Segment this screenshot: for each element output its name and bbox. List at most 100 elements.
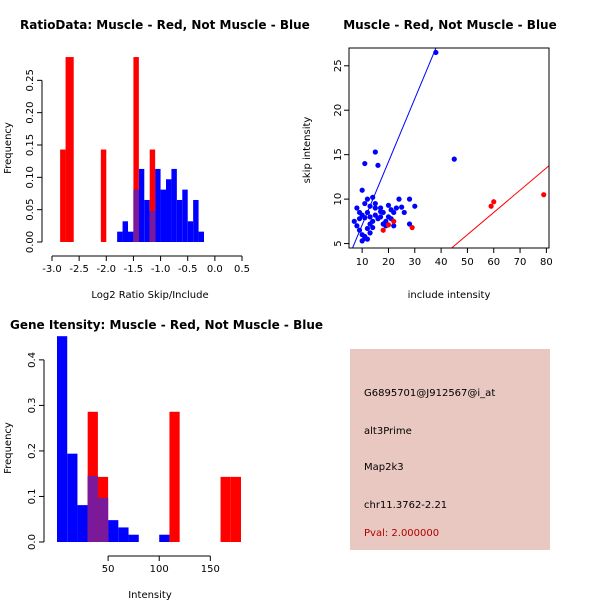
scatter-point-not-muscle-5 [359, 187, 365, 193]
scatter-point-muscle-4 [491, 199, 497, 205]
scatter-point-not-muscle-35 [367, 230, 373, 236]
ratio-bar-muscle-2 [100, 149, 107, 242]
ratio-x-tick-label-3: -1.5 [124, 264, 144, 275]
ratio-bar-not-muscle-14 [193, 199, 199, 242]
intensity-bar-muscle-4 [230, 476, 241, 542]
ratio-y-tick-label-0: 0.00 [25, 231, 36, 253]
event-type-text: alt3Prime [364, 426, 412, 437]
scatter-point-not-muscle-6 [364, 196, 371, 202]
intensity-y-tick-label-4: 0.4 [27, 352, 38, 368]
ratio-histogram-title: RatioData: Muscle - Red, Not Muscle - Bl… [20, 18, 310, 32]
probe-id-text: G6895701@J912567@i_at [364, 388, 495, 399]
scatter-point-not-muscle-11 [385, 202, 392, 208]
scatter-point-not-muscle-9 [377, 205, 384, 211]
intensity-bar-not-muscle-6 [118, 527, 129, 542]
intensity-x-tick-label-1: 100 [150, 564, 169, 575]
ratio-bar-not-muscle-11 [176, 199, 183, 242]
scatter-point-not-muscle-4 [375, 162, 381, 168]
ratio-bar-not-muscle-2 [128, 231, 134, 242]
scatter-xlabel: include intensity [408, 290, 491, 301]
scatter-plot-frame [348, 47, 550, 249]
scatter-point-muscle-2 [409, 224, 415, 231]
ratio-bar-muscle-1 [65, 57, 74, 243]
scatter-point-not-muscle-52 [383, 218, 389, 224]
ratio-y-tick-label-3: 0.15 [25, 134, 36, 156]
scatter-point-not-muscle-26 [377, 214, 384, 220]
scatter-point-not-muscle-0 [433, 49, 439, 56]
scatter-point-not-muscle-38 [362, 235, 368, 241]
scatter-point-not-muscle-20 [362, 215, 368, 221]
ratio-x-tick-label-6: 0.0 [207, 264, 223, 275]
scatter-point-not-muscle-30 [354, 223, 360, 229]
scatter-y-tick-label-3: 20 [333, 104, 344, 117]
scatter-point-not-muscle-49 [367, 203, 373, 209]
scatter-point-not-muscle-17 [354, 205, 360, 211]
scatter-point-muscle-0 [385, 222, 392, 228]
scatter-point-muscle-1 [380, 227, 386, 233]
ratio-x-tick-label-1: -2.5 [69, 264, 89, 275]
intensity-bar-not-muscle-0 [57, 336, 68, 542]
scatter-point-not-muscle-22 [367, 214, 373, 220]
intensity-bar-muscle-3 [220, 476, 231, 542]
intensity-y-tick-label-0: 0.0 [27, 534, 38, 550]
ratio-bar-not-muscle-15 [198, 231, 204, 242]
ratio-x-tick-label-0: -3.0 [42, 264, 62, 275]
ratio-bar-not-muscle-5 [144, 199, 150, 242]
scatter-x-tick-label-1: 20 [382, 257, 395, 268]
scatter-point-not-muscle-21 [364, 209, 371, 216]
scatter-point-not-muscle-46 [351, 218, 357, 224]
scatter-point-muscle-5 [541, 192, 547, 198]
scatter-point-not-muscle-16 [399, 204, 405, 210]
intensity-bar-not-muscle-5 [108, 520, 119, 542]
scatter-point-not-muscle-3 [372, 149, 378, 155]
scatter-x-tick-label-3: 40 [435, 257, 448, 268]
ratio-bar-not-muscle-9 [166, 179, 172, 242]
scatter-fit-lines [351, 48, 549, 248]
scatter-point-not-muscle-47 [356, 216, 363, 222]
gene-intensity-xlabel: Intensity [128, 590, 172, 600]
scatter-point-not-muscle-31 [356, 227, 363, 233]
scatter-x-tick-label-2: 30 [408, 257, 421, 268]
ratio-bar-not-muscle-8 [160, 189, 166, 242]
intensity-bar-overlap-0 [87, 475, 98, 542]
scatter-title: Muscle - Red, Not Muscle - Blue [343, 18, 557, 32]
scatter-point-not-muscle-36 [370, 224, 376, 231]
intensity-x-tick-label-0: 50 [102, 564, 115, 575]
scatter-x-tick-label-5: 60 [487, 257, 500, 268]
scatter-point-muscle-6 [391, 218, 397, 224]
scatter-y-tick-label-0: 5 [333, 240, 344, 246]
scatter-point-not-muscle-48 [362, 200, 368, 207]
ratio-x-tick-label-4: -1.0 [151, 264, 171, 275]
scatter-x-tick-label-7: 80 [540, 257, 553, 268]
gene-intensity-histogram-panel: Gene Itensity: Muscle - Red, Not Muscle … [3, 318, 323, 600]
scatter-axes: 10 20 30 40 50 60 70 80 5 10 15 20 25 [333, 47, 553, 268]
gene-intensity-ylabel: Frequency [3, 422, 14, 474]
ratio-y-tick-label-4: 0.20 [25, 102, 36, 124]
intensity-y-tick-label-2: 0.2 [27, 443, 38, 459]
intensity-y-tick-label-3: 0.3 [27, 397, 38, 413]
ratio-bar-not-muscle-12 [182, 189, 188, 242]
scatter-point-not-muscle-8 [372, 200, 378, 207]
scatter-fit-line-not-muscle [351, 48, 437, 248]
info-panel: G6895701@J912567@i_at alt3Prime Map2k3 c… [350, 349, 550, 550]
scatter-point-not-muscle-7 [370, 194, 376, 200]
scatter-plot-area [351, 48, 549, 248]
ratio-x-tick-label-7: 0.5 [234, 264, 250, 275]
scatter-x-tick-label-4: 50 [461, 257, 474, 268]
scatter-point-not-muscle-50 [372, 205, 378, 211]
scatter-point-not-muscle-14 [393, 205, 399, 211]
scatter-y-tick-label-2: 15 [333, 148, 344, 161]
ratio-bar-not-muscle-13 [187, 221, 194, 242]
ratio-bar-not-muscle-1 [122, 221, 128, 242]
scatter-fit-line-muscle [450, 165, 549, 248]
pval-text: Pval: 2.000000 [364, 528, 439, 539]
scatter-point-not-muscle-45 [406, 221, 413, 227]
ratio-bar-not-muscle-7 [155, 168, 161, 242]
intensity-bar-not-muscle-7 [128, 534, 139, 542]
ratio-histogram-axes: -3.0 -2.5 -2.0 -1.5 -1.0 -0.5 0.0 0.5 0.00 0.05 0.… [25, 69, 250, 275]
scatter-point-not-muscle-13 [391, 209, 397, 216]
scatter-y-tick-label-1: 10 [333, 193, 344, 206]
location-text: chr11.3762-2.21 [364, 500, 447, 511]
ratio-x-tick-label-2: -2.0 [97, 264, 117, 275]
